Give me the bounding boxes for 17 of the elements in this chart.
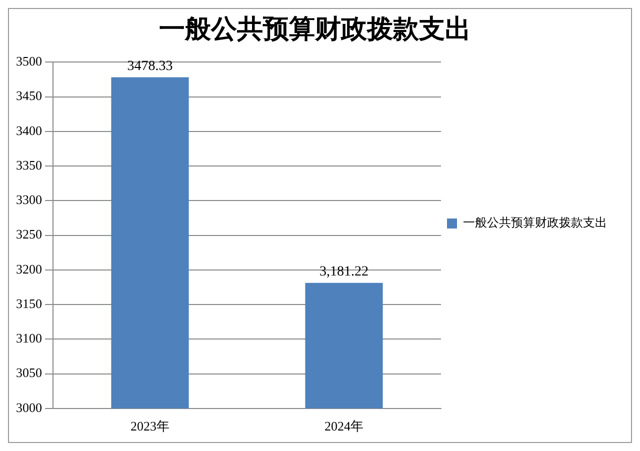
- data-label: 3,181.22: [320, 264, 368, 280]
- y-tick-label: 3350: [16, 157, 42, 172]
- y-tick-label: 3300: [16, 192, 42, 208]
- y-tick-label: 3150: [16, 296, 42, 311]
- y-tick-label: 3250: [16, 226, 42, 242]
- y-tick-label: 3200: [16, 261, 42, 276]
- y-tick-label: 3100: [16, 330, 42, 346]
- y-tick-label: 3000: [16, 400, 42, 415]
- y-tick-label: 3500: [16, 54, 42, 69]
- chart-title: 一般公共预算财政拨款支出: [159, 14, 471, 44]
- x-tick-label: 2023年: [130, 418, 170, 434]
- x-tick-label: 2024年: [324, 418, 364, 434]
- y-tick-label: 3450: [16, 88, 42, 104]
- y-tick-label: 3400: [16, 122, 42, 138]
- data-label: 3478.33: [127, 58, 173, 74]
- legend-label: 一般公共预算财政拨款支出: [463, 216, 607, 230]
- y-tick-label: 3050: [16, 365, 42, 380]
